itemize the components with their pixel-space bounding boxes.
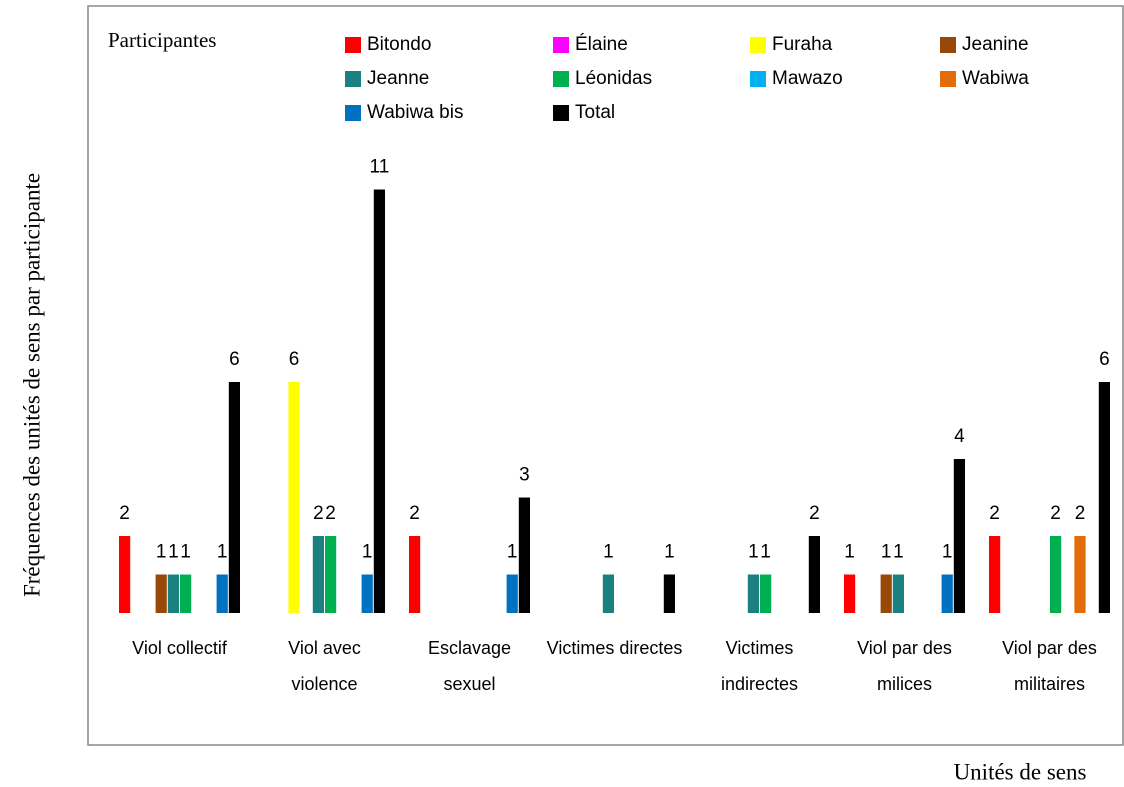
bar bbox=[216, 574, 228, 613]
data-label: 2 bbox=[409, 503, 420, 524]
bar bbox=[119, 536, 131, 613]
legend-label: Wabiwa bis bbox=[367, 102, 463, 123]
legend-swatch bbox=[553, 105, 569, 121]
bar bbox=[953, 459, 965, 613]
data-label: 2 bbox=[1050, 503, 1061, 524]
data-label: 1 bbox=[507, 542, 518, 563]
legend-swatch bbox=[940, 71, 956, 87]
data-label: 1 bbox=[893, 542, 904, 563]
legend-label: Bitondo bbox=[367, 34, 431, 55]
bar bbox=[892, 574, 904, 613]
data-label: 2 bbox=[325, 503, 336, 524]
data-label: 6 bbox=[289, 349, 300, 370]
legend-label: Jeanne bbox=[367, 68, 429, 89]
data-label: 1 bbox=[603, 542, 614, 563]
bar bbox=[1074, 536, 1086, 613]
data-label: 2 bbox=[119, 503, 130, 524]
x-tick-label: Viol collectif bbox=[132, 638, 227, 658]
bar bbox=[844, 574, 856, 613]
bar bbox=[747, 574, 759, 613]
bar bbox=[167, 574, 179, 613]
data-label: 2 bbox=[809, 503, 820, 524]
data-label: 1 bbox=[760, 542, 771, 563]
legend-swatch bbox=[345, 71, 361, 87]
data-label: 1 bbox=[881, 542, 892, 563]
y-axis-label: Fréquences des unités de sens par partic… bbox=[19, 173, 44, 597]
plot-frame bbox=[87, 5, 1124, 746]
bar bbox=[941, 574, 953, 613]
data-label: 1 bbox=[664, 542, 675, 563]
bar bbox=[155, 574, 167, 613]
x-tick-label: Victimes indirectes bbox=[720, 638, 799, 694]
data-label: 1 bbox=[362, 542, 373, 563]
bar bbox=[518, 497, 530, 613]
bar bbox=[312, 536, 324, 613]
legend-label: Furaha bbox=[772, 34, 833, 55]
bar bbox=[1098, 382, 1110, 613]
legend-label: Élaine bbox=[575, 34, 628, 55]
data-label: 6 bbox=[1099, 349, 1110, 370]
data-label: 1 bbox=[748, 542, 759, 563]
bar bbox=[506, 574, 518, 613]
legend-swatch bbox=[553, 71, 569, 87]
data-label: 6 bbox=[229, 349, 240, 370]
legend-swatch bbox=[750, 71, 766, 87]
data-label: 11 bbox=[370, 157, 390, 178]
bar bbox=[288, 382, 300, 613]
legend-swatch bbox=[750, 37, 766, 53]
x-tick-label: Esclavage sexuel bbox=[427, 638, 512, 694]
legend-label: Léonidas bbox=[575, 68, 652, 89]
legend-label: Total bbox=[575, 102, 615, 123]
data-label: 1 bbox=[942, 542, 953, 563]
bar bbox=[228, 382, 240, 613]
bar bbox=[1050, 536, 1062, 613]
bar bbox=[602, 574, 614, 613]
bar bbox=[180, 574, 192, 613]
legend-swatch bbox=[345, 105, 361, 121]
x-tick-label: Viol par des militaires bbox=[1002, 638, 1097, 694]
bar bbox=[880, 574, 892, 613]
legend-swatch bbox=[940, 37, 956, 53]
legend-title: Participantes bbox=[108, 28, 216, 52]
x-tick-label: Victimes directes bbox=[546, 638, 683, 658]
data-label: 4 bbox=[954, 426, 965, 447]
bar bbox=[663, 574, 675, 613]
legend-swatch bbox=[345, 37, 361, 53]
data-label: 1 bbox=[168, 542, 179, 563]
bar bbox=[760, 574, 772, 613]
data-label: 2 bbox=[989, 503, 1000, 524]
bar bbox=[325, 536, 337, 613]
data-label: 3 bbox=[519, 465, 530, 486]
data-label: 2 bbox=[313, 503, 324, 524]
data-label: 1 bbox=[844, 542, 855, 563]
data-label: 1 bbox=[156, 542, 167, 563]
bar bbox=[808, 536, 820, 613]
legend-swatch bbox=[553, 37, 569, 53]
x-axis-label: Unités de sens bbox=[954, 759, 1087, 784]
x-tick-label: Viol par des milices bbox=[857, 638, 952, 694]
data-label: 1 bbox=[217, 542, 228, 563]
data-label: 1 bbox=[180, 542, 191, 563]
legend-label: Jeanine bbox=[962, 34, 1029, 55]
bar bbox=[361, 574, 373, 613]
bar bbox=[373, 189, 385, 613]
bar bbox=[989, 536, 1001, 613]
x-tick-label: Viol avec violence bbox=[288, 638, 361, 694]
data-label: 2 bbox=[1075, 503, 1086, 524]
legend-label: Wabiwa bbox=[962, 68, 1029, 89]
legend-label: Mawazo bbox=[772, 68, 843, 89]
bar bbox=[409, 536, 421, 613]
